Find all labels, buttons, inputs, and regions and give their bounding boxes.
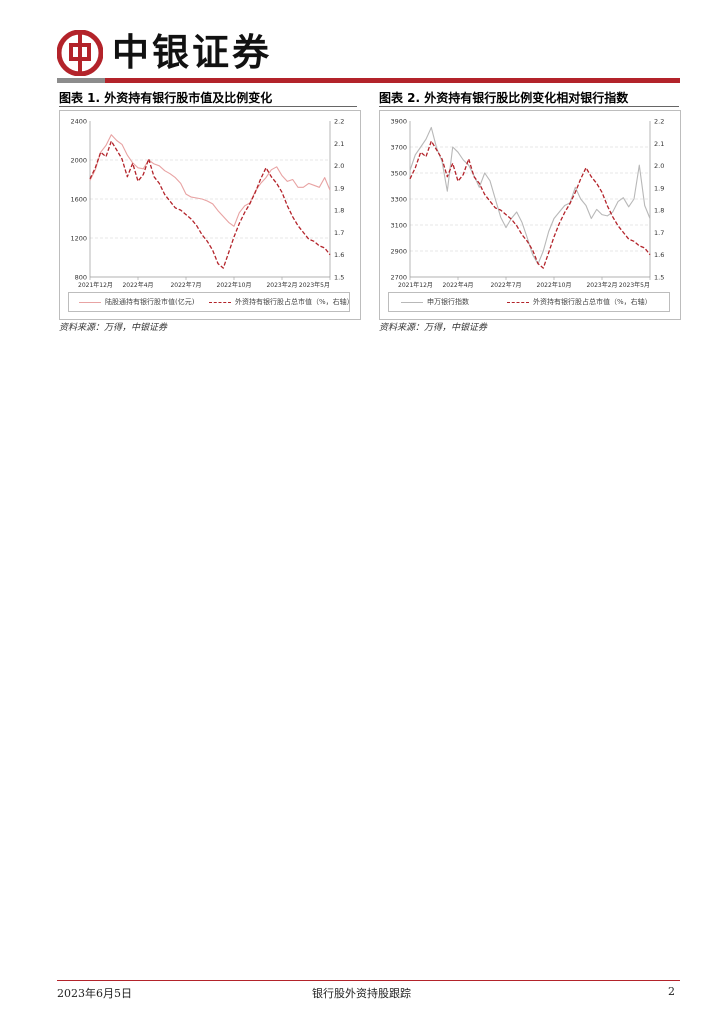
header-divider-grey [57,78,105,83]
footer-date: 2023年6月5日 [57,987,132,1000]
y-right-tick-label: 1.9 [654,184,664,192]
figure-1-title-rule [59,106,357,107]
series-line-foreign-ratio [409,140,651,269]
x-tick-label: 2023年2月 [586,281,617,289]
x-tick-label: 2022年4月 [442,281,473,289]
x-tick-label: 2021年12月 [78,281,113,289]
x-tick-label: 2023年5月 [299,281,330,289]
legend-item-foreign-ratio: 外资持有银行股占总市值（%，右轴） [507,297,652,307]
y-left-tick-label: 2000 [70,157,87,165]
x-tick-label: 2022年7月 [170,281,201,289]
figure-1-panel: 2400 2000 1600 1200 800 2.2 2.1 2.0 1.9 1.8 1.7 1.6… [59,110,361,320]
figure-1-legend: 陆股通持有银行股市值(亿元) 外资持有银行股占总市值（%，右轴） [68,292,354,312]
legend-item-bank-index: 申万银行指数 [401,297,469,307]
y-right-tick-label: 1.6 [654,251,664,259]
figure-1-title: 图表 1. 外资持有银行股市值及比例变化 [59,91,273,105]
page-number: 2 [668,985,675,998]
header-divider-red [105,78,680,83]
legend-swatch-solid [79,301,101,303]
figure-1-source: 资料来源：万得，中银证券 [59,323,168,333]
legend-item-foreign-ratio: 外资持有银行股占总市值（%，右轴） [209,297,354,307]
y-right-tick-label: 2.2 [654,118,664,126]
footer-report-title: 银行股外资持股跟踪 [312,987,411,1000]
bank-of-china-logo-icon [57,30,103,76]
y-left-tick-label: 2400 [70,118,87,126]
figure-2-chart: 3900 3700 3500 3300 3100 2900 2700 2.2 2.1 2.0 1.9… [390,118,664,290]
y-right-tick-label: 1.5 [654,274,664,282]
figure-2-title: 图表 2. 外资持有银行股比例变化相对银行指数 [379,91,629,105]
series-line-primary [89,134,331,227]
y-left-tick-label: 3500 [390,170,407,178]
y-right-tick-label: 1.8 [334,207,344,215]
y-left-tick-label: 2900 [390,248,407,256]
x-tick-label: 2022年10月 [217,281,252,289]
figure-2-legend: 申万银行指数 外资持有银行股占总市值（%，右轴） [388,292,670,312]
legend-swatch-solid [401,301,423,303]
legend-swatch-dashed [209,301,231,303]
x-tick-label: 2022年7月 [490,281,521,289]
y-left-tick-label: 3100 [390,222,407,230]
figure-2-panel: 3900 3700 3500 3300 3100 2900 2700 2.2 2.1 2.0 1.9… [379,110,681,320]
x-tick-label: 2022年10月 [537,281,572,289]
y-left-tick-label: 3700 [390,144,407,152]
legend-swatch-dashed [507,301,529,303]
y-right-tick-label: 2.2 [334,118,344,126]
x-tick-label: 2021年12月 [398,281,433,289]
y-right-tick-label: 1.6 [334,251,344,259]
x-tick-label: 2023年2月 [266,281,297,289]
y-right-tick-label: 1.9 [334,184,344,192]
legend-item-market-value: 陆股通持有银行股市值(亿元) [79,297,194,307]
y-left-tick-label: 2700 [390,274,407,282]
brand-name: 中银证券 [112,30,272,74]
y-left-tick-label: 1200 [70,235,87,243]
figure-2-source: 资料来源：万得，中银证券 [379,323,488,333]
x-tick-label: 2023年5月 [619,281,650,289]
figure-1-chart: 2400 2000 1600 1200 800 2.2 2.1 2.0 1.9 1.8 1.7 1.6… [70,118,344,290]
series-line-primary [409,126,651,265]
y-left-tick-label: 800 [75,274,87,282]
y-right-tick-label: 2.0 [334,162,344,170]
figure-2-title-rule [379,106,679,107]
y-right-tick-label: 2.1 [334,140,344,148]
y-right-tick-label: 1.7 [654,229,664,237]
y-right-tick-label: 1.7 [334,229,344,237]
series-line-foreign-ratio [89,140,331,269]
y-right-tick-label: 1.8 [654,207,664,215]
y-left-tick-label: 1600 [70,196,87,204]
x-tick-label: 2022年4月 [122,281,153,289]
y-left-tick-label: 3300 [390,196,407,204]
y-right-tick-label: 2.0 [654,162,664,170]
y-right-tick-label: 1.5 [334,274,344,282]
y-right-tick-label: 2.1 [654,140,664,148]
footer-rule [57,980,680,981]
y-left-tick-label: 3900 [390,118,407,126]
